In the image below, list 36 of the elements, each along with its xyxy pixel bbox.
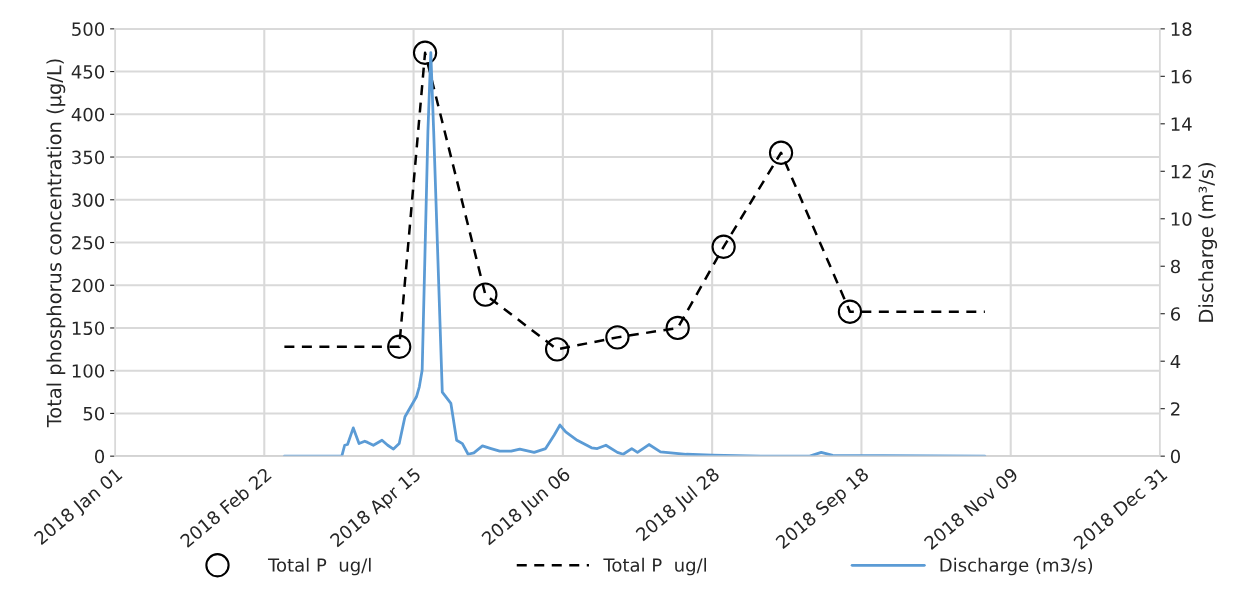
y-tick-label: 50 <box>83 406 105 421</box>
y-tick-label: 500 <box>72 22 105 36</box>
y-tick-label: 350 <box>72 150 105 165</box>
y2-tick-label: 16 <box>1171 69 1192 84</box>
line-series <box>282 51 987 457</box>
point <box>665 315 690 341</box>
y-tick-label: 300 <box>72 193 105 207</box>
y2-tick-label: 0 <box>1170 449 1181 464</box>
y-tick-label: 100 <box>72 364 105 378</box>
point <box>473 282 498 307</box>
y2-tick-label: 2 <box>1171 402 1180 416</box>
point <box>837 299 863 324</box>
y2-tick-label: 14 <box>1171 117 1192 131</box>
y-tick-label: 150 <box>72 321 105 336</box>
y2-tick-label: 6 <box>1170 307 1181 321</box>
point <box>387 334 412 359</box>
point <box>605 325 630 350</box>
legend-label: Total P ug/l <box>603 557 706 576</box>
y-tick-label: 450 <box>71 65 105 79</box>
y2-tick-label: 12 <box>1171 164 1191 179</box>
point <box>711 234 736 259</box>
point <box>544 337 570 362</box>
point <box>412 40 438 65</box>
y2-tick-label: 8 <box>1170 259 1180 274</box>
y2-tick-label: 10 <box>1171 212 1192 226</box>
y-tick-label: 200 <box>72 278 105 293</box>
y-tick-label: 0 <box>94 449 105 464</box>
point <box>768 140 794 165</box>
y-axis-title: Total phosphorus concentration (µg/L) <box>46 59 66 428</box>
y2-tick-label: 4 <box>1170 354 1181 369</box>
y2-tick-label: 18 <box>1171 22 1192 36</box>
legend-label: Discharge (m3/s) <box>940 557 1093 576</box>
y-tick-label: 250 <box>72 235 105 250</box>
legend-label: Total P ug/l <box>267 557 371 576</box>
y-tick-label: 400 <box>71 107 105 122</box>
y2-axis-title: Discharge (m³/s) <box>1198 163 1218 322</box>
